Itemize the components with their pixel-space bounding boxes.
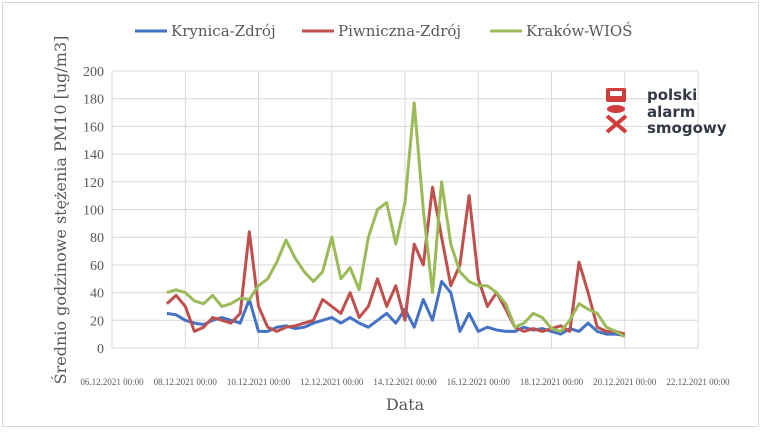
x-tick-label: 08.12.2021 00:00 [154,377,218,387]
x-axis-title: Data [386,395,425,414]
series-line-2 [166,101,626,339]
x-tick-label: 18.12.2021 00:00 [520,377,584,387]
series-line-1 [165,185,626,336]
y-axis-ticks: 0 20 40 60 80 100 120 140 160 180 200 [83,65,104,357]
y-tick-label: 20 [90,314,104,329]
y-tick-label: 40 [90,287,104,302]
x-tick-label: 06.12.2021 00:00 [80,377,144,387]
series-lines [165,101,626,339]
logo-text-2: alarm [647,103,695,121]
y-tick-label: 120 [83,176,104,191]
chart-frame [2,2,759,427]
y-tick-label: 140 [83,148,104,163]
y-tick-label: 100 [83,204,104,219]
logo-text-3: smogowy [647,119,727,137]
gridlines [111,70,699,349]
y-tick-label: 80 [90,231,104,246]
x-tick-label: 20.12.2021 00:00 [593,377,657,387]
y-tick-label: 200 [83,65,104,80]
legend-label: Piwniczna-Zdrój [338,22,461,40]
logo-text-1: polski [647,86,697,104]
x-tick-label: 22.12.2021 00:00 [666,377,730,387]
x-tick-label: 16.12.2021 00:00 [447,377,511,387]
y-axis-title: Średnio godzinowe stężenia PM10 [ug/m3] [50,36,70,385]
y-tick-label: 180 [83,93,104,108]
x-tick-label: 12.12.2021 00:00 [300,377,364,387]
legend: Krynica-Zdrój Piwniczna-Zdrój Kraków-WIOŚ [135,22,632,40]
y-tick-label: 160 [83,120,104,135]
x-tick-label: 14.12.2021 00:00 [373,377,437,387]
polski-alarm-smogowy-logo: polski alarm smogowy [605,86,727,137]
x-axis-ticks: 06.12.2021 00:00 08.12.2021 00:00 10.12.20… [80,377,730,387]
y-tick-label: 60 [90,259,104,274]
legend-label: Kraków-WIOŚ [526,22,632,40]
legend-label: Krynica-Zdrój [171,22,276,40]
y-tick-label: 0 [97,342,104,357]
x-tick-label: 10.12.2021 00:00 [227,377,291,387]
